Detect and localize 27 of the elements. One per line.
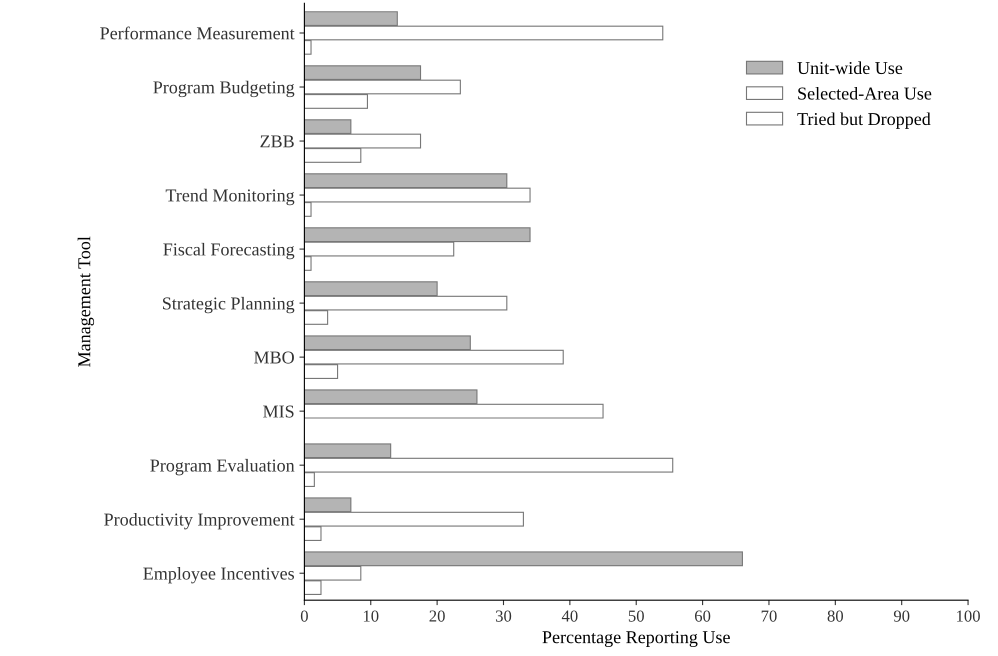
y-tick-label: Trend Monitoring (166, 188, 294, 206)
y-tick-label: Productivity Improvement (104, 512, 295, 530)
x-tick-label: 40 (562, 610, 578, 622)
legend-label: Selected-Area Use (798, 86, 932, 100)
y-tick-label: MIS (263, 405, 294, 418)
y-tick-label: Program Evaluation (150, 458, 294, 476)
y-tick-label: Program Budgeting (153, 80, 294, 98)
legend-label: Unit-wide Use (797, 61, 902, 74)
x-tick-label: 0 (300, 610, 308, 622)
x-tick-label: 50 (628, 610, 644, 622)
x-axis-title: Percentage Reporting Use (542, 631, 730, 648)
x-tick-label: 80 (828, 610, 844, 622)
x-tick-label: 70 (762, 610, 777, 622)
x-tick-label: 30 (496, 610, 512, 622)
x-tick-label: 10 (364, 610, 378, 622)
y-tick-label: Fiscal Forecasting (163, 242, 294, 260)
x-tick-label: 20 (430, 610, 445, 622)
y-tick-label: ZBB (260, 135, 294, 148)
x-tick-label: 60 (694, 610, 710, 622)
y-axis-title: Management Tool (78, 236, 94, 367)
y-tick-label: MBO (254, 351, 294, 364)
y-tick-label: Strategic Planning (162, 296, 294, 314)
x-tick-label: 90 (894, 610, 910, 622)
x-tick-label: 100 (957, 610, 980, 622)
legend-label: Tried but Dropped (797, 112, 931, 129)
y-tick-label: Performance Measurement (100, 26, 295, 40)
y-tick-label: Employee Incentives (143, 566, 294, 584)
